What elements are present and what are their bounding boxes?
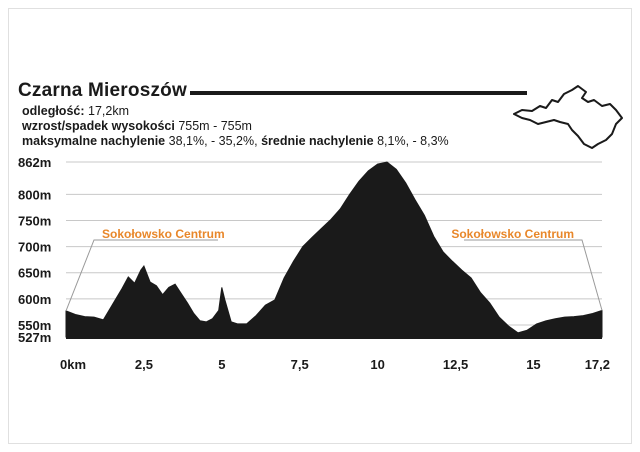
- annotation-leader: [65, 239, 218, 312]
- grade-line: maksymalne nachylenie 38,1%, - 35,2%, śr…: [22, 134, 449, 148]
- title-row: Czarna Mieroszów: [18, 80, 527, 104]
- x-tick-label: 17,2: [585, 357, 610, 372]
- y-tick-label: 600m: [18, 292, 51, 307]
- route-outline-map: [513, 85, 623, 149]
- card-frame: [8, 8, 632, 444]
- x-tick-label: 7,5: [291, 357, 309, 372]
- route-outline-path: [513, 85, 623, 149]
- climb-label: wzrost/spadek wysokości: [22, 119, 175, 133]
- climb-value: 755m - 755m: [178, 119, 252, 133]
- y-tick-label: 527m: [18, 330, 51, 345]
- max-grade-value: 38,1%, - 35,2%,: [168, 134, 258, 148]
- y-tick-label: 650m: [18, 266, 51, 281]
- x-tick-label: 10: [370, 357, 384, 372]
- avg-grade-value: 8,1%, - 8,3%: [377, 134, 449, 148]
- max-grade-label: maksymalne nachylenie: [22, 134, 166, 148]
- annotation-label: Sokołowsko Centrum: [102, 227, 225, 241]
- route-title: Czarna Mieroszów: [18, 80, 187, 101]
- x-tick-label: 2,5: [135, 357, 153, 372]
- avg-grade-label: średnie nachylenie: [261, 134, 374, 148]
- distance-line: odległość: 17,2km: [22, 104, 129, 118]
- distance-label: odległość:: [22, 104, 85, 118]
- x-tick-label: 5: [218, 357, 225, 372]
- title-rule: [190, 91, 527, 95]
- y-tick-label: 750m: [18, 214, 51, 229]
- x-tick-label: 0km: [60, 357, 86, 372]
- distance-value: 17,2km: [88, 104, 129, 118]
- y-tick-label: 862m: [18, 155, 51, 170]
- y-tick-label: 700m: [18, 240, 51, 255]
- x-tick-label: 15: [526, 357, 540, 372]
- x-tick-label: 12,5: [443, 357, 468, 372]
- annotation-label: Sokołowsko Centrum: [451, 227, 574, 241]
- elevation-area: [65, 161, 603, 338]
- y-tick-label: 550m: [18, 318, 51, 333]
- annotation-layer: Sokołowsko Centrum Sokołowsko Centrum: [65, 227, 603, 312]
- annotation-leader: [464, 239, 603, 311]
- y-tick-label: 800m: [18, 187, 51, 202]
- climb-line: wzrost/spadek wysokości 755m - 755m: [22, 119, 252, 133]
- area-layer: [65, 161, 603, 338]
